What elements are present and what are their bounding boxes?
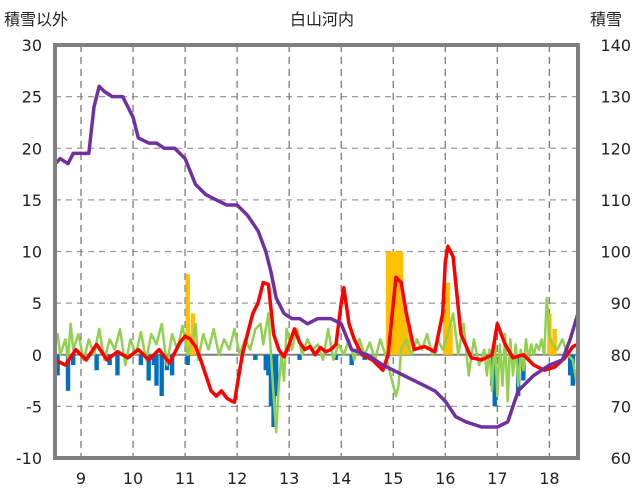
y-left-tick-label: -10 (16, 449, 42, 468)
y-left-tick-label: 15 (22, 191, 42, 210)
snowfall-bar (401, 303, 406, 355)
x-tick-label: 14 (331, 469, 351, 488)
precip_bar-bar (185, 354, 190, 366)
snowfall-bar (398, 251, 404, 355)
chart-title: 白山河内 (290, 10, 354, 29)
plot-frame (53, 43, 580, 460)
x-tick-label: 18 (539, 469, 559, 488)
snowfall-bar (388, 251, 393, 355)
y-right-tick-label: 130 (600, 88, 631, 107)
precip_bar-bar (266, 354, 271, 376)
precip_bar-bar (138, 354, 144, 366)
precip_bar-bar (333, 354, 339, 360)
x-tick-label: 15 (383, 469, 403, 488)
snowfall-bar (443, 313, 448, 355)
precip_bar-bar (492, 354, 497, 407)
precip_bar-bar (263, 354, 268, 371)
y-right-tick-label: 100 (600, 243, 631, 262)
precip_bar-bar (570, 354, 575, 386)
y-right-tick-label: 70 (611, 397, 631, 416)
snowfall-bar (396, 251, 401, 355)
y-left-tick-label: 25 (22, 88, 42, 107)
y-right-tick-label: 80 (611, 346, 631, 365)
precip_bar-bar (146, 354, 151, 381)
y-right-tick-label: 90 (611, 294, 631, 313)
snowfall-bar (445, 282, 451, 355)
precip_bar-bar (94, 354, 99, 371)
snow_depth-series-line (53, 84, 580, 429)
y-left-tick-label: 20 (22, 139, 42, 158)
snowfall-bar (549, 339, 555, 355)
x-tick-label: 17 (487, 469, 507, 488)
precip_bar-bar (159, 354, 164, 397)
snowfall-bar (185, 274, 190, 355)
precip_bar-bar (567, 354, 573, 376)
y-right-tick-label: 120 (600, 139, 631, 158)
lines-layer (53, 84, 580, 434)
grid-layer (55, 45, 578, 458)
precip_bar-bar (273, 354, 279, 397)
precip_bar-bar (115, 354, 120, 376)
y-right-tick-label: 110 (600, 191, 631, 210)
precip_bar-bar (154, 354, 159, 386)
precip_bar-bar (65, 354, 71, 391)
x-tick-label: 16 (435, 469, 455, 488)
precip_bar-bar (253, 354, 258, 360)
right-axis-label: 積雪 (590, 10, 622, 29)
y-right-tick-label: 140 (600, 36, 631, 55)
snowfall-bar (393, 251, 399, 355)
x-tick-label: 11 (175, 469, 195, 488)
precip_bar-bar (297, 354, 302, 360)
ticks-layer: 30 25 20 15 10 5 0 -5 -10 140 130 120 110 100 90 80 70 60… (16, 36, 631, 488)
y-right-tick-label: 60 (611, 449, 631, 468)
green_line-series-line (53, 296, 580, 434)
x-tick-label: 12 (227, 469, 247, 488)
snowfall-bar (448, 323, 453, 355)
precip_bar-bar (268, 354, 274, 407)
left-axis-label: 積雪以外 (4, 10, 68, 29)
precip_bar-bar (151, 354, 157, 366)
precip_bar-bar (55, 354, 60, 376)
y-left-tick-label: 0 (32, 346, 42, 365)
precip_bar-bar (169, 354, 175, 376)
x-tick-label: 10 (123, 469, 143, 488)
precip_bar-bar (349, 354, 354, 366)
y-left-tick-label: -5 (26, 397, 42, 416)
temperature-series-line (53, 244, 580, 404)
snowfall-bar (385, 251, 391, 355)
y-left-tick-label: 5 (32, 294, 42, 313)
y-left-tick-label: 30 (22, 36, 42, 55)
snowfall-bar (404, 313, 409, 355)
snowfall-bar (406, 323, 412, 355)
x-tick-label: 13 (279, 469, 299, 488)
snowfall-bar (552, 328, 557, 355)
y-left-tick-label: 10 (22, 243, 42, 262)
precip_bar-bar (71, 354, 76, 366)
x-tick-label: 9 (76, 469, 86, 488)
